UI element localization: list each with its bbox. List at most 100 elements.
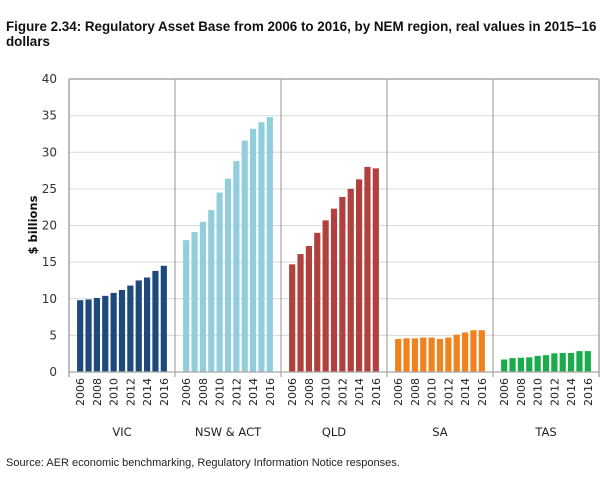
bar-nsw-act-2009	[208, 210, 215, 372]
bar-sa-2010	[428, 337, 435, 372]
bar-vic-2012	[127, 285, 134, 372]
x-tick-label: 2006	[392, 378, 405, 406]
bar-sa-2016	[478, 330, 485, 372]
bar-qld-2016	[372, 168, 379, 372]
bar-sa-2008	[411, 338, 419, 372]
bar-tas-2008	[517, 357, 525, 372]
x-tick-label: 2008	[91, 378, 104, 406]
bar-nsw-act-2008	[199, 221, 207, 372]
bar-tas-2012	[551, 353, 558, 372]
y-tick-label: 10	[42, 292, 57, 306]
y-tick-label: 15	[42, 255, 57, 269]
bar-sa-2009	[420, 337, 427, 372]
y-tick-label: 0	[49, 365, 57, 379]
x-tick-label: 2016	[582, 378, 595, 406]
bar-nsw-act-2011	[224, 178, 232, 372]
bar-sa-2007	[403, 338, 410, 372]
bar-nsw-act-2006	[183, 240, 190, 372]
x-tick-label: 2008	[515, 378, 528, 406]
x-tick-label: 2010	[214, 378, 227, 406]
bar-vic-2014	[143, 277, 151, 372]
bar-nsw-act-2016	[266, 117, 273, 372]
x-tick-label: 2008	[409, 378, 422, 406]
x-tick-label: 2016	[158, 378, 171, 406]
bar-tas-2011	[542, 355, 550, 372]
bar-nsw-act-2015	[258, 122, 265, 372]
bar-vic-2008	[93, 298, 101, 372]
y-tick-label: 30	[42, 145, 57, 159]
bar-sa-2006	[395, 339, 402, 372]
bar-nsw-act-2012	[233, 161, 240, 372]
bar-tas-2007	[509, 358, 516, 372]
bar-qld-2006	[289, 264, 296, 372]
bar-nsw-act-2010	[216, 192, 223, 372]
group-label-nsw-act: NSW & ACT	[195, 425, 262, 439]
y-tick-label: 5	[49, 328, 57, 342]
y-tick-label: 20	[42, 219, 57, 233]
bar-vic-2011	[118, 289, 126, 372]
bar-tas-2014	[567, 352, 575, 372]
bar-tas-2015	[576, 351, 583, 372]
bar-tas-2006	[501, 359, 508, 372]
bar-qld-2015	[364, 166, 371, 372]
x-tick-label: 2006	[180, 378, 193, 406]
x-tick-label: 2010	[426, 378, 439, 406]
x-tick-label: 2010	[532, 378, 545, 406]
x-tick-label: 2012	[548, 378, 561, 406]
x-tick-label: 2014	[247, 378, 260, 406]
bar-sa-2013	[453, 334, 460, 372]
bar-qld-2011	[330, 208, 338, 372]
bar-nsw-act-2007	[191, 232, 198, 372]
group-labels: VIC NSW & ACT QLD SA TAS	[112, 425, 556, 439]
x-tick-label: 2014	[565, 378, 578, 406]
bar-vic-2016	[160, 265, 167, 372]
bar-qld-2009	[314, 232, 321, 372]
bar-tas-2010	[534, 355, 541, 372]
y-axis-label: $ billions	[26, 195, 40, 254]
bar-sa-2011	[436, 339, 444, 372]
bar-tas-2013	[559, 352, 566, 372]
bar-qld-2012	[339, 196, 346, 372]
bar-vic-2007	[85, 299, 92, 372]
x-tick-label: 2016	[264, 378, 277, 406]
figure-title: Figure 2.34: Regulatory Asset Base from …	[6, 19, 597, 49]
x-tick-label: 2012	[124, 378, 137, 406]
x-tick-label: 2012	[442, 378, 455, 406]
bar-tas-2009	[526, 357, 533, 372]
y-tick-label: 35	[42, 109, 57, 123]
x-tick-label: 2006	[286, 378, 299, 406]
bar-vic-2009	[102, 295, 109, 372]
x-axis-ticks: 2006 2008 2010 2012 2014 2016 2006 2008 2010 2012…	[74, 378, 595, 406]
bar-sa-2012	[445, 337, 452, 372]
x-tick-label: 2008	[303, 378, 316, 406]
bar-qld-2008	[305, 246, 313, 372]
bar-nsw-act-2013	[241, 140, 248, 372]
y-tick-label: 40	[42, 72, 57, 86]
x-tick-label: 2014	[141, 378, 154, 406]
x-tick-label: 2012	[336, 378, 349, 406]
x-tick-label: 2010	[108, 378, 121, 406]
x-tick-label: 2016	[476, 378, 489, 406]
y-tick-label: 25	[42, 182, 57, 196]
bar-vic-2006	[77, 300, 84, 372]
y-axis-ticks: 0 5 10 15 20 25 30 35 40	[42, 72, 57, 379]
group-label-qld: QLD	[322, 425, 346, 439]
bars	[77, 117, 591, 372]
bar-sa-2014	[461, 332, 469, 372]
x-tick-label: 2012	[230, 378, 243, 406]
group-label-tas: TAS	[534, 425, 556, 439]
x-tick-label: 2010	[320, 378, 333, 406]
bar-qld-2010	[322, 220, 329, 372]
bar-qld-2014	[355, 179, 363, 372]
source-note: Source: AER economic benchmarking, Regul…	[6, 457, 400, 469]
x-tick-label: 2016	[370, 378, 383, 406]
x-tick-label: 2006	[498, 378, 511, 406]
bar-vic-2010	[110, 292, 117, 372]
group-label-vic: VIC	[112, 425, 131, 439]
bar-qld-2013	[347, 188, 354, 372]
bar-vic-2015	[152, 270, 159, 372]
x-tick-label: 2014	[459, 378, 472, 406]
bar-nsw-act-2014	[249, 128, 257, 372]
bar-sa-2015	[470, 330, 477, 372]
